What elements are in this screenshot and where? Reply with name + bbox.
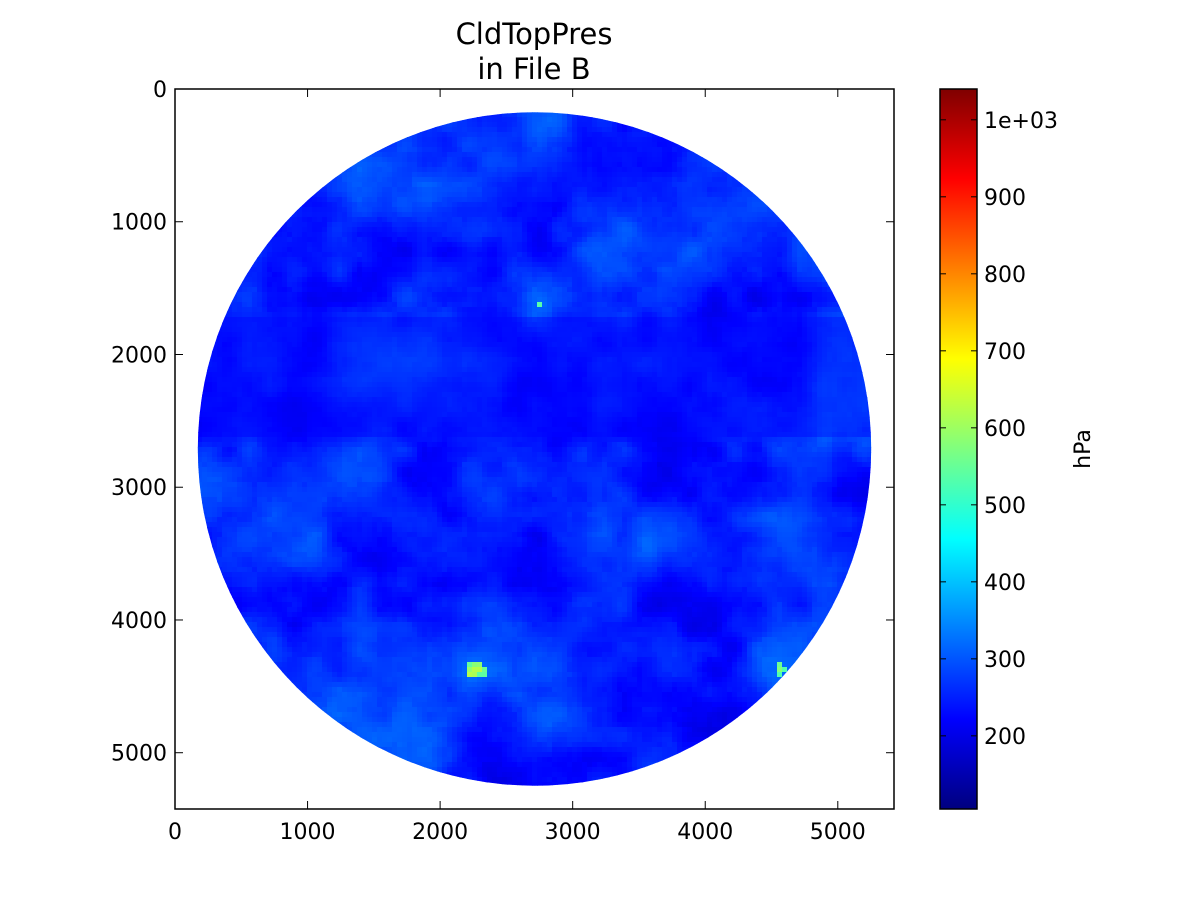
y-tick-label: 2000 (111, 343, 167, 368)
colorbar-tick-label: 400 (984, 571, 1026, 596)
y-tick-label: 0 (153, 78, 167, 103)
colorbar-tick-label: 800 (984, 263, 1026, 288)
plot-area: 0 1000 2000 3000 4000 5000 0 1000 2000 3000 4000 5… (111, 78, 895, 845)
colorbar-gradient (940, 89, 977, 809)
colorbar-tick-label: 500 (984, 494, 1026, 519)
colorbar-frame (939, 88, 978, 810)
chart-title-line-2: in File B (477, 52, 590, 86)
colorbar-tick-label: 300 (984, 648, 1026, 673)
colorbar-tick-label: 200 (984, 725, 1026, 750)
x-tick-label: 3000 (545, 820, 601, 845)
y-axis-ticks: 0 1000 2000 3000 4000 5000 (111, 78, 894, 767)
x-tick-label: 1000 (280, 820, 336, 845)
colorbar-tick-label: 600 (984, 417, 1026, 442)
y-tick-label: 1000 (111, 211, 167, 236)
x-tick-label: 4000 (677, 820, 733, 845)
x-axis-ticks: 0 1000 2000 3000 4000 5000 (168, 89, 866, 845)
x-tick-label: 5000 (810, 820, 866, 845)
satellite-disk-image (197, 112, 872, 786)
colorbar-ticks: 200 300 400 500 600 700 800 900 1e+03 (940, 109, 1058, 750)
colorbar-tick-label: 1e+03 (984, 109, 1058, 134)
x-tick-label: 2000 (412, 820, 468, 845)
colorbar: 200 300 400 500 600 700 800 900 1e+03 hPa (939, 88, 1096, 810)
colorbar-label: hPa (1071, 429, 1096, 469)
chart-title-line-1: CldTopPres (456, 17, 613, 51)
x-tick-label: 0 (168, 820, 182, 845)
y-tick-label: 4000 (111, 609, 167, 634)
y-tick-label: 5000 (111, 742, 167, 767)
colorbar-tick-label: 900 (984, 186, 1026, 211)
colorbar-tick-label: 700 (984, 340, 1026, 365)
plot-frame (174, 88, 895, 810)
y-tick-label: 3000 (111, 476, 167, 501)
